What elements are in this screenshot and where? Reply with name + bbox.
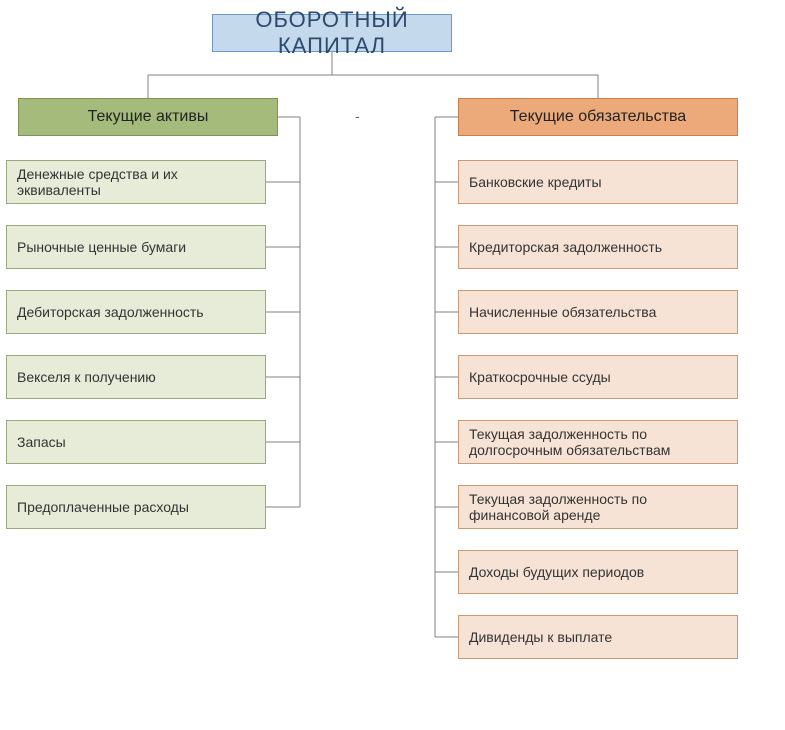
item-assets: Предоплаченные расходы [6,485,266,529]
item-assets: Дебиторская задолженность [6,290,266,334]
item-label: Краткосрочные ссуды [469,369,611,385]
item-label: Дебиторская задолженность [17,304,204,320]
item-label: Текущая задолженность по финансовой арен… [469,491,727,523]
item-label: Начисленные обязательства [469,304,656,320]
item-liabilities: Банковские кредиты [458,160,738,204]
item-label: Кредиторская задолженность [469,239,662,255]
branch-header-assets: Текущие активы [18,98,278,136]
branch-header-label: Текущие активы [88,108,209,126]
branch-header-liabilities: Текущие обязательства [458,98,738,136]
item-liabilities: Кредиторская задолженность [458,225,738,269]
item-liabilities: Текущая задолженность по долгосрочным об… [458,420,738,464]
item-label: Предоплаченные расходы [17,499,189,515]
root-label: ОБОРОТНЫЙ КАПИТАЛ [223,7,441,59]
item-liabilities: Начисленные обязательства [458,290,738,334]
item-label: Векселя к получению [17,369,156,385]
minus-symbol: - [355,108,360,124]
root-box: ОБОРОТНЫЙ КАПИТАЛ [212,14,452,52]
item-assets: Рыночные ценные бумаги [6,225,266,269]
item-liabilities: Краткосрочные ссуды [458,355,738,399]
item-assets: Запасы [6,420,266,464]
item-label: Банковские кредиты [469,174,602,190]
item-assets: Денежные средства и их эквиваленты [6,160,266,204]
item-label: Дивиденды к выплате [469,629,612,645]
item-label: Рыночные ценные бумаги [17,239,186,255]
item-label: Доходы будущих периодов [469,564,644,580]
item-assets: Векселя к получению [6,355,266,399]
item-liabilities: Текущая задолженность по финансовой арен… [458,485,738,529]
item-label: Текущая задолженность по долгосрочным об… [469,426,727,458]
item-liabilities: Дивиденды к выплате [458,615,738,659]
item-liabilities: Доходы будущих периодов [458,550,738,594]
item-label: Запасы [17,434,66,450]
item-label: Денежные средства и их эквиваленты [17,166,255,198]
branch-header-label: Текущие обязательства [510,108,686,126]
